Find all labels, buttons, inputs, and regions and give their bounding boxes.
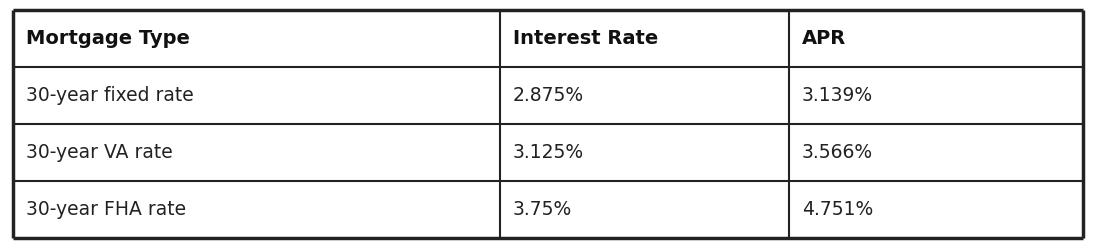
Bar: [13, 124, 1083, 181]
Text: 3.75%: 3.75%: [513, 200, 572, 219]
Text: Interest Rate: Interest Rate: [513, 29, 659, 48]
Text: Mortgage Type: Mortgage Type: [26, 29, 191, 48]
Text: 30-year fixed rate: 30-year fixed rate: [26, 86, 194, 105]
Text: 4.751%: 4.751%: [802, 200, 874, 219]
Text: 3.139%: 3.139%: [802, 86, 872, 105]
Text: 30-year FHA rate: 30-year FHA rate: [26, 200, 186, 219]
Text: 2.875%: 2.875%: [513, 86, 584, 105]
Text: 3.125%: 3.125%: [513, 143, 584, 162]
Bar: [13, 181, 1083, 238]
Bar: [13, 10, 1083, 67]
Text: APR: APR: [802, 29, 846, 48]
Text: 30-year VA rate: 30-year VA rate: [26, 143, 173, 162]
Text: 3.566%: 3.566%: [802, 143, 872, 162]
Bar: [13, 67, 1083, 124]
